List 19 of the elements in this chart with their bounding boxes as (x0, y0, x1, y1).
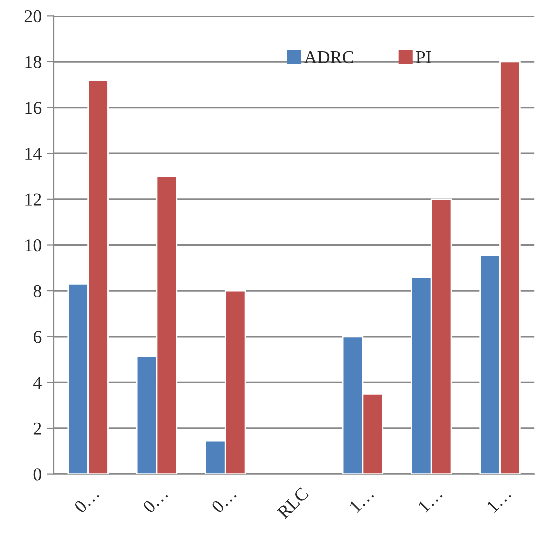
x-tick-label: 1… (418, 488, 444, 514)
x-tick-label: 0… (211, 488, 238, 514)
legend-label: ADRC (304, 51, 354, 64)
y-tick-label: 10 (26, 240, 42, 252)
x-tick-label: 1… (486, 488, 512, 514)
y-tick-label: 18 (26, 56, 42, 68)
y-tick-label: 4 (34, 377, 42, 389)
x-tick-label: 0… (74, 488, 100, 514)
y-tick-label: 16 (26, 102, 42, 114)
y-tick-label: 14 (26, 148, 42, 160)
y-tick-label: 8 (34, 285, 42, 298)
y-tick-label: 20 (24, 10, 42, 23)
x-tick-label: 0… (142, 488, 168, 514)
y-tick-label: 2 (34, 422, 42, 435)
x-tick-label: 1… (349, 488, 374, 514)
y-tick-label: 12 (26, 194, 42, 206)
legend-label: PI (416, 52, 432, 64)
y-tick-label: 6 (34, 331, 42, 344)
y-tick-label: 0 (34, 468, 42, 481)
